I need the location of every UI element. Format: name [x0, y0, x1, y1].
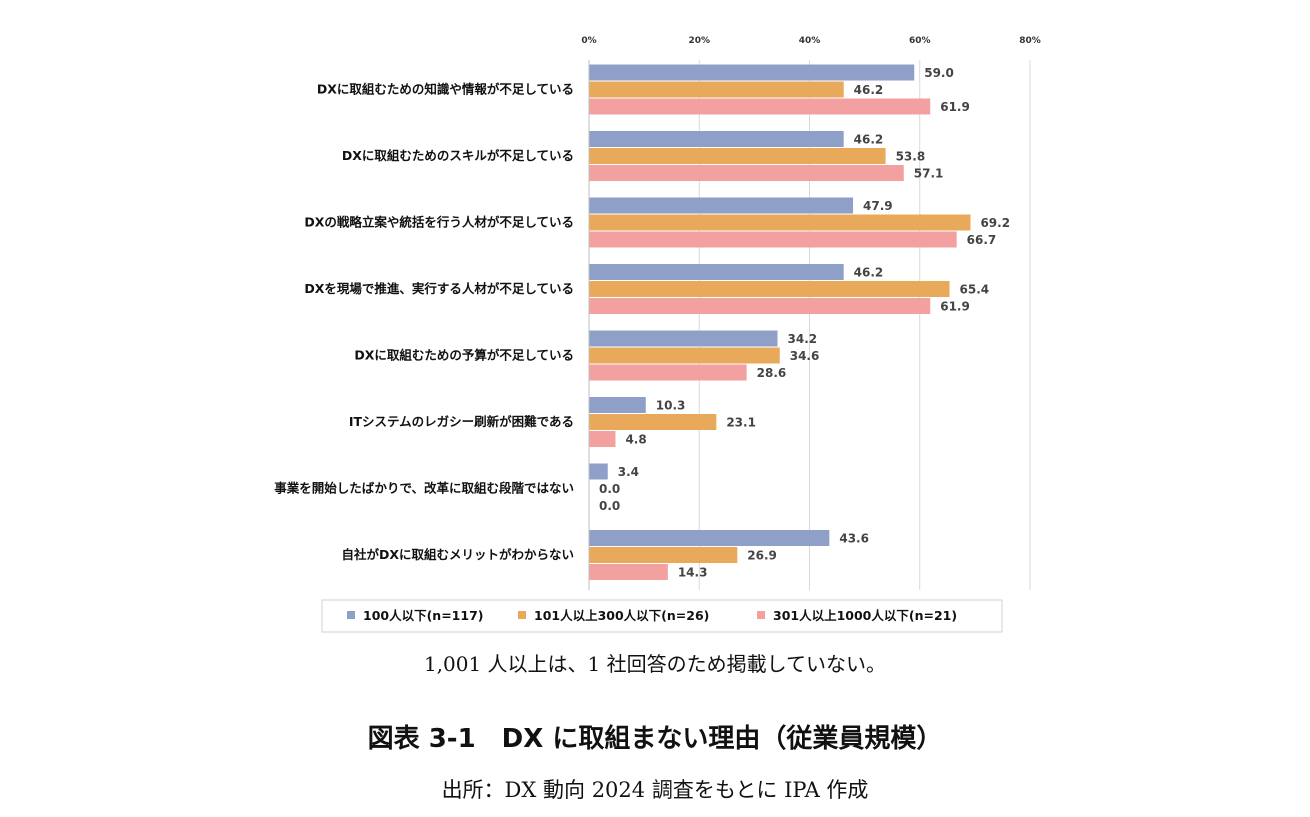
bar: [589, 64, 915, 81]
category-label: DXに取組むためのスキルが不足している: [342, 148, 574, 163]
bar: [589, 148, 886, 164]
data-label: 0.0: [599, 482, 620, 496]
bar: [589, 330, 778, 347]
bar: [589, 530, 830, 546]
data-label: 14.3: [678, 566, 708, 580]
bar: [589, 414, 717, 430]
data-label: 66.7: [967, 233, 997, 247]
bar: [589, 547, 738, 563]
figure-source: 出所：DX 動向 2024 調査をもとに IPA 作成: [441, 778, 869, 802]
bar: [589, 81, 844, 98]
legend-label: 101人以上300人以下(n=26): [534, 608, 709, 623]
data-label: 46.2: [854, 133, 884, 147]
bar: [589, 231, 957, 248]
category-label: 自社がDXに取組むメリットがわからない: [341, 547, 574, 562]
data-label: 46.2: [854, 266, 884, 280]
bar: [589, 131, 844, 147]
data-label: 0.0: [599, 499, 620, 513]
legend-label: 100人以下(n=117): [363, 608, 483, 623]
bar: [589, 298, 931, 314]
data-label: 23.1: [726, 416, 756, 430]
bar: [589, 431, 616, 447]
data-label: 61.9: [940, 100, 970, 114]
x-tick-label: 0%: [581, 36, 596, 46]
data-label: 47.9: [863, 199, 893, 213]
x-tick-label: 80%: [1019, 36, 1041, 46]
data-label: 53.8: [896, 150, 926, 164]
bar: [589, 347, 780, 364]
legend-box: [321, 599, 1003, 633]
data-label: 34.6: [790, 349, 820, 363]
data-label: 4.8: [625, 433, 646, 447]
x-tick-label: 60%: [909, 36, 931, 46]
bar: [589, 197, 854, 214]
bar: [589, 165, 904, 181]
legend-label: 301人以上1000人以下(n=21): [773, 608, 957, 623]
data-label: 57.1: [914, 167, 944, 181]
bar: [589, 281, 950, 297]
data-label: 26.9: [747, 549, 777, 563]
data-label: 3.4: [618, 465, 639, 479]
data-label: 46.2: [854, 83, 884, 97]
data-label: 34.2: [788, 332, 818, 346]
data-label: 65.4: [960, 283, 990, 297]
legend-swatch: [518, 611, 526, 619]
category-label: ITシステムのレガシー刷新が困難である: [349, 414, 574, 429]
data-label: 43.6: [839, 532, 869, 546]
data-label: 28.6: [757, 366, 787, 380]
chart-note: 1,001 人以上は、1 社回答のため掲載していない。: [423, 652, 887, 676]
bar: [589, 397, 646, 413]
data-label: 69.2: [980, 216, 1010, 230]
category-label: DXに取組むための知識や情報が不足している: [317, 82, 574, 97]
bar: [589, 214, 971, 231]
legend-swatch: [757, 611, 765, 619]
bar: [589, 564, 668, 580]
bar: [589, 364, 747, 381]
bar-chart: 0% 20% 40% 60% 80% DXに取組むための知識や情報が不足している 59.0 4…: [274, 36, 1041, 633]
data-label: 10.3: [656, 399, 686, 413]
bar: [589, 463, 608, 480]
category-label: DXを現場で推進、実行する人材が不足している: [304, 281, 574, 296]
x-tick-label: 20%: [688, 36, 710, 46]
legend-swatch: [347, 611, 355, 619]
data-label: 59.0: [924, 66, 954, 80]
category-label: DXに取組むための予算が不足している: [354, 348, 574, 363]
figure-title: 図表 3-1 DX に取組まない理由（従業員規模）: [367, 724, 943, 754]
category-label: 事業を開始したばかりで、改革に取組む段階ではない: [274, 481, 574, 496]
category-label: DXの戦略立案や統括を行う人材が不足している: [304, 215, 574, 230]
bar: [589, 98, 931, 115]
x-tick-label: 40%: [799, 36, 821, 46]
bar: [589, 264, 844, 280]
data-label: 61.9: [940, 300, 970, 314]
